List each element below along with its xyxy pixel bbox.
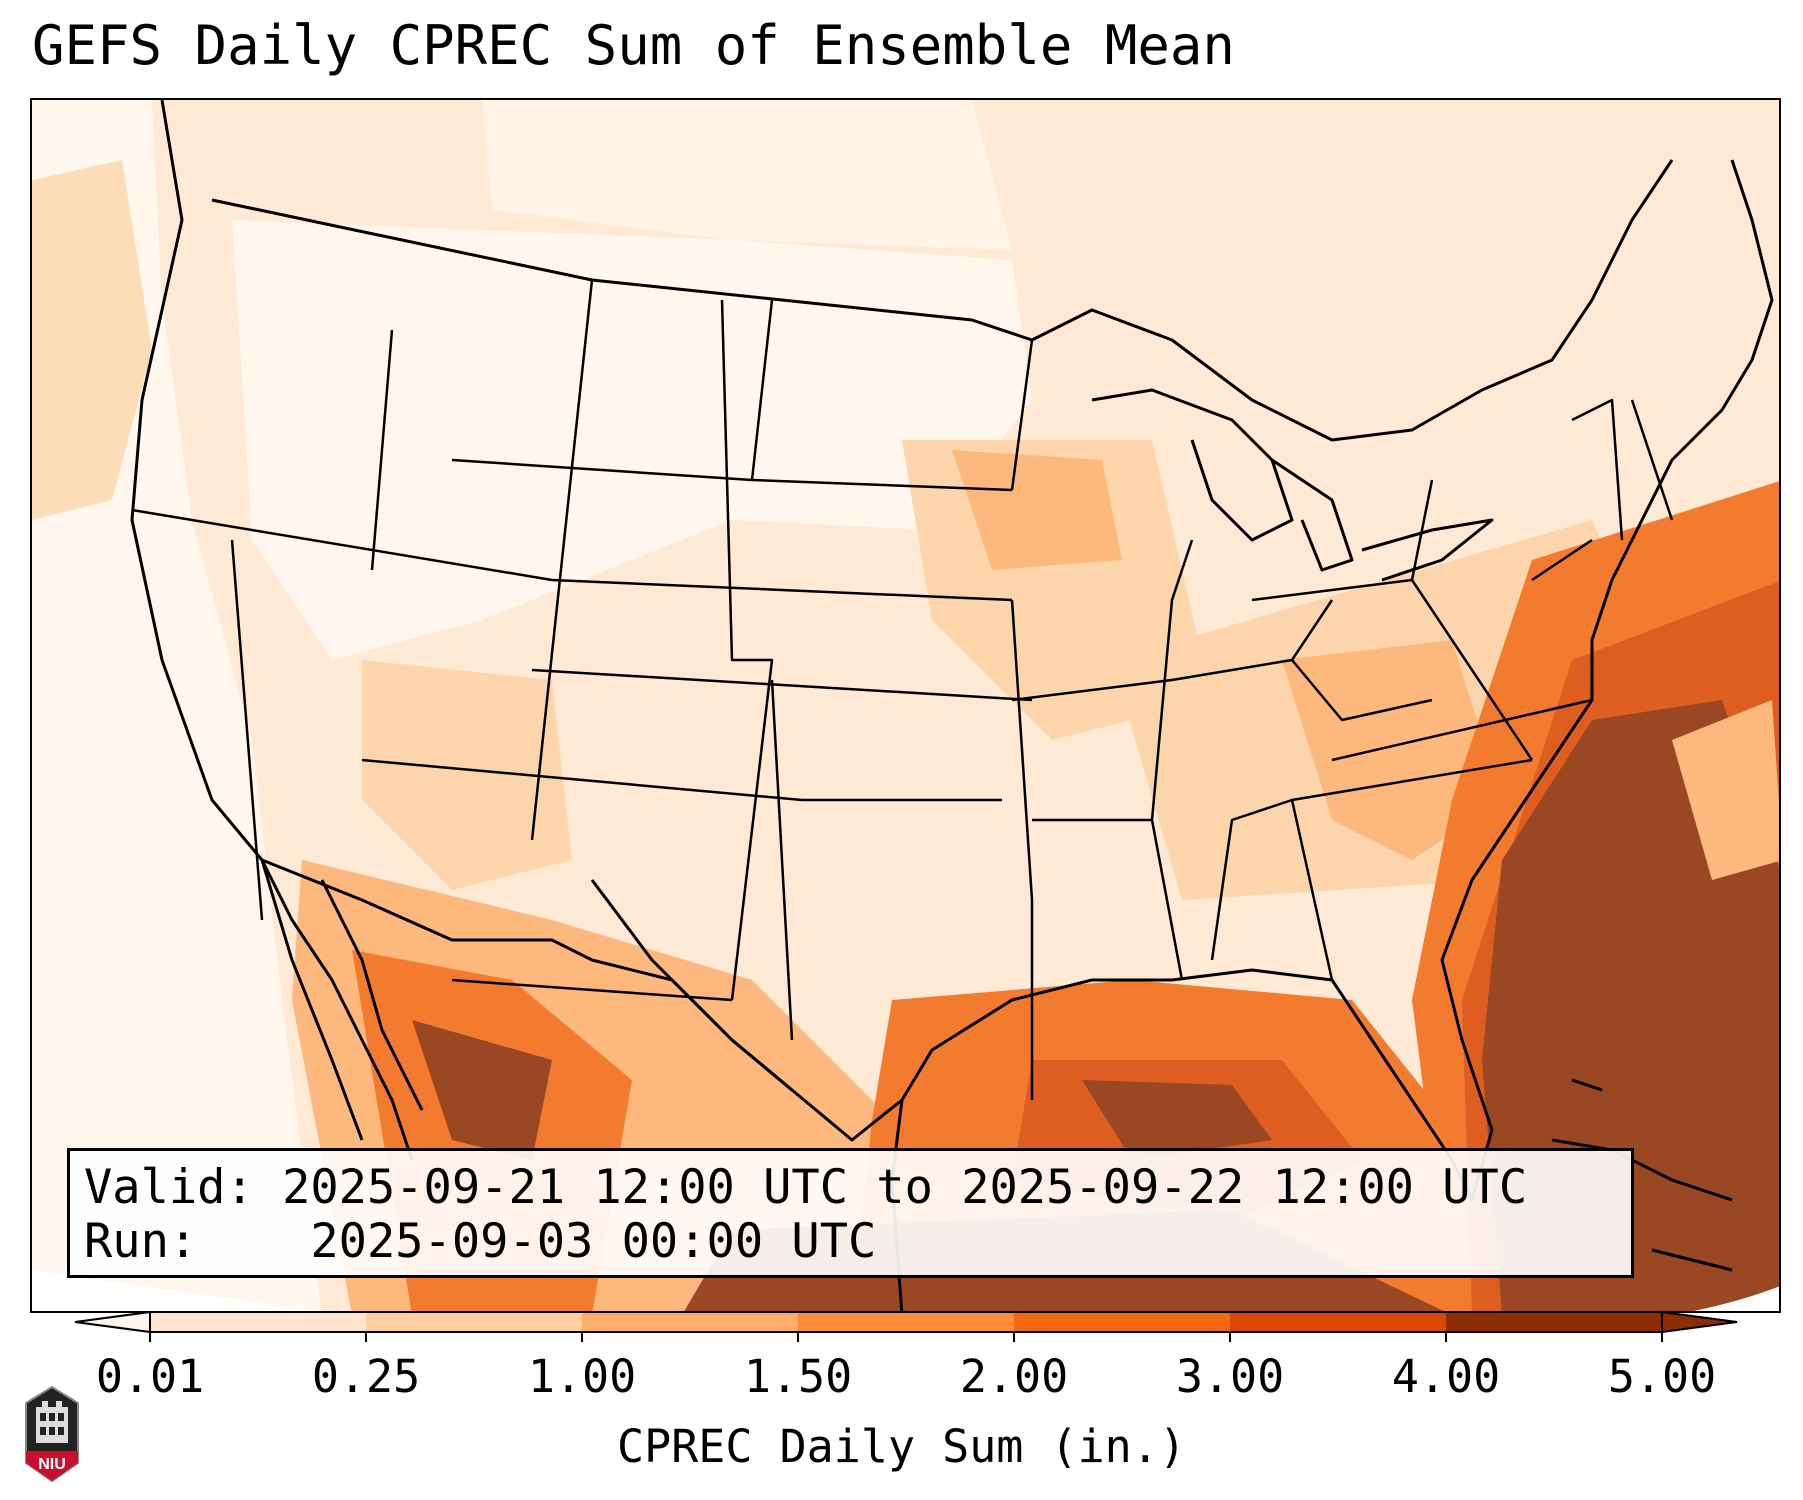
- precip-texture: [32, 100, 1779, 1311]
- valid-line: Valid: 2025-09-21 12:00 UTC to 2025-09-2…: [84, 1161, 1631, 1215]
- logo-text: NIU: [38, 1456, 66, 1473]
- baja-coastline: [260, 859, 424, 1141]
- valid-label: Valid:: [84, 1160, 254, 1215]
- niu-logo: NIU: [25, 1385, 79, 1483]
- colorbar-segment: [582, 1312, 799, 1332]
- northeast-coastline: [1640, 159, 1774, 521]
- canada-border: [211, 159, 1674, 442]
- great-lakes: [1091, 388, 1494, 582]
- colorbar-border: [149, 1311, 1663, 1333]
- colorbar-tick-label: 0.25: [312, 1350, 420, 1403]
- colorbar-ticks: 0.01 0.25 1.00 1.50 2.00 3.00 4.00 5.00: [96, 1332, 1716, 1403]
- domain-edge-bottom-right: [1693, 1286, 1779, 1311]
- colorbar-segment: [150, 1312, 367, 1332]
- colorbar-segment: [1014, 1312, 1231, 1332]
- run-value: 2025-09-03 00:00 UTC: [310, 1214, 877, 1269]
- mexico-border: [261, 858, 793, 1092]
- domain-edge-bottom-left: [32, 1270, 321, 1311]
- colorbar-extend-low: [74, 1310, 151, 1334]
- colorbar-tick-label: 2.00: [960, 1350, 1068, 1403]
- colorbar-segment: [1446, 1312, 1663, 1332]
- map-lines: [130, 100, 1774, 1311]
- colorbar-segments: [74, 1310, 1738, 1334]
- colorbar-segment: [366, 1312, 583, 1332]
- colorbar-segment: [1230, 1312, 1447, 1332]
- colorbar-segment: [798, 1312, 1015, 1332]
- colorbar-tick-label: 3.00: [1176, 1350, 1284, 1403]
- colorbar-tick-label: 4.00: [1392, 1350, 1500, 1403]
- state-lines: [131, 279, 1674, 1100]
- valid-run-info-box: Valid: 2025-09-21 12:00 UTC to 2025-09-2…: [67, 1148, 1634, 1278]
- colorbar-extend-high: [1661, 1310, 1738, 1334]
- valid-value: 2025-09-21 12:00 UTC to 2025-09-22 12:00…: [282, 1160, 1528, 1215]
- colorbar-label: CPREC Daily Sum (in.): [617, 1420, 1186, 1473]
- gulf-coastline: [590, 519, 1644, 1202]
- colorbar: 0.01 0.25 1.00 1.50 2.00 3.00 4.00 5.00: [74, 1310, 1738, 1403]
- page-title: GEFS Daily CPREC Sum of Ensemble Mean: [32, 14, 1235, 77]
- run-label: Run:: [84, 1214, 198, 1269]
- precip-map: [32, 100, 1779, 1311]
- caribbean-islands: [1551, 1078, 1733, 1272]
- run-line: Run: 2025-09-03 00:00 UTC: [84, 1215, 1631, 1269]
- colorbar-tick-label: 1.00: [528, 1350, 636, 1403]
- colorbar-tick-label: 5.00: [1608, 1350, 1716, 1403]
- map-frame: [30, 98, 1781, 1313]
- west-coastline: [130, 100, 414, 1161]
- colorbar-tick-label: 1.50: [744, 1350, 852, 1403]
- colorbar-tick-label: 0.01: [96, 1350, 204, 1403]
